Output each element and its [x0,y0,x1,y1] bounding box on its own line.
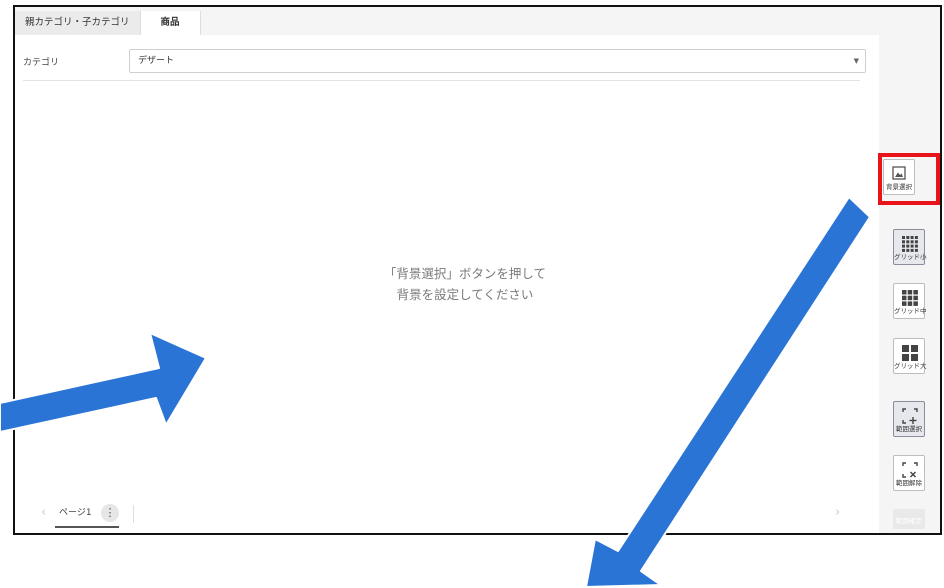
message-line-2: 背景を設定してください [396,287,534,302]
background-select-label: 背景選択 [886,183,912,191]
page-menu-icon[interactable]: ⋮ [101,504,119,522]
range-select-label: 範囲選択 [896,425,922,433]
page-tab-label: ページ1 [59,508,92,518]
page-tab-1[interactable]: ページ1 ⋮ [55,502,119,528]
arrow-left-icon [0,332,207,433]
tab-bar: 親カテゴリ・子カテゴリ 商品 [15,7,940,35]
range-confirm-button[interactable]: 範囲確定 [893,509,925,529]
range-confirm-label: 範囲確定 [896,517,922,525]
category-value: デザート [138,56,175,66]
range-select-icon [902,408,918,424]
arrow-diagonal-icon [585,196,871,588]
range-clear-label: 範囲解除 [896,479,922,487]
image-icon [892,166,906,180]
grid-large-icon [902,345,918,361]
chevron-left-icon[interactable]: ‹ [41,505,47,520]
divider [23,80,860,81]
tab-categories[interactable]: 親カテゴリ・子カテゴリ [15,11,141,35]
pager-separator [133,505,134,523]
grid-small-icon [902,236,918,252]
empty-canvas-message: 「背景選択」ボタンを押して 背景を設定してください [265,263,665,305]
category-row: カテゴリ デザート ▼ [23,49,866,77]
editor-panel: カテゴリ デザート ▼ 「背景選択」ボタンを押して 背景を設定してください ‹ … [15,35,879,533]
grid-medium-icon [902,290,918,306]
range-clear-icon [902,462,918,478]
caret-down-icon: ▼ [853,57,859,65]
background-select-button[interactable]: 背景選択 [883,159,915,195]
highlight-box [878,153,940,205]
grid-small-label: グリッド小 [894,253,927,261]
grid-small-button[interactable]: グリッド小 [893,229,927,265]
grid-large-button[interactable]: グリッド大 [893,338,927,374]
range-clear-button[interactable]: 範囲解除 [893,455,925,491]
category-label: カテゴリ [23,58,60,68]
tab-products[interactable]: 商品 [140,11,201,35]
message-line-1: 「背景選択」ボタンを押して [383,266,547,281]
grid-medium-label: グリッド中 [894,307,927,315]
app-window: 親カテゴリ・子カテゴリ 商品 カテゴリ デザート ▼ 「背景選択」ボタンを押して… [13,5,942,535]
grid-large-label: グリッド大 [894,362,927,370]
chevron-right-icon[interactable]: › [835,505,841,520]
range-select-button[interactable]: 範囲選択 [893,401,925,437]
category-select[interactable]: デザート ▼ [129,49,866,73]
grid-medium-button[interactable]: グリッド中 [893,283,927,319]
